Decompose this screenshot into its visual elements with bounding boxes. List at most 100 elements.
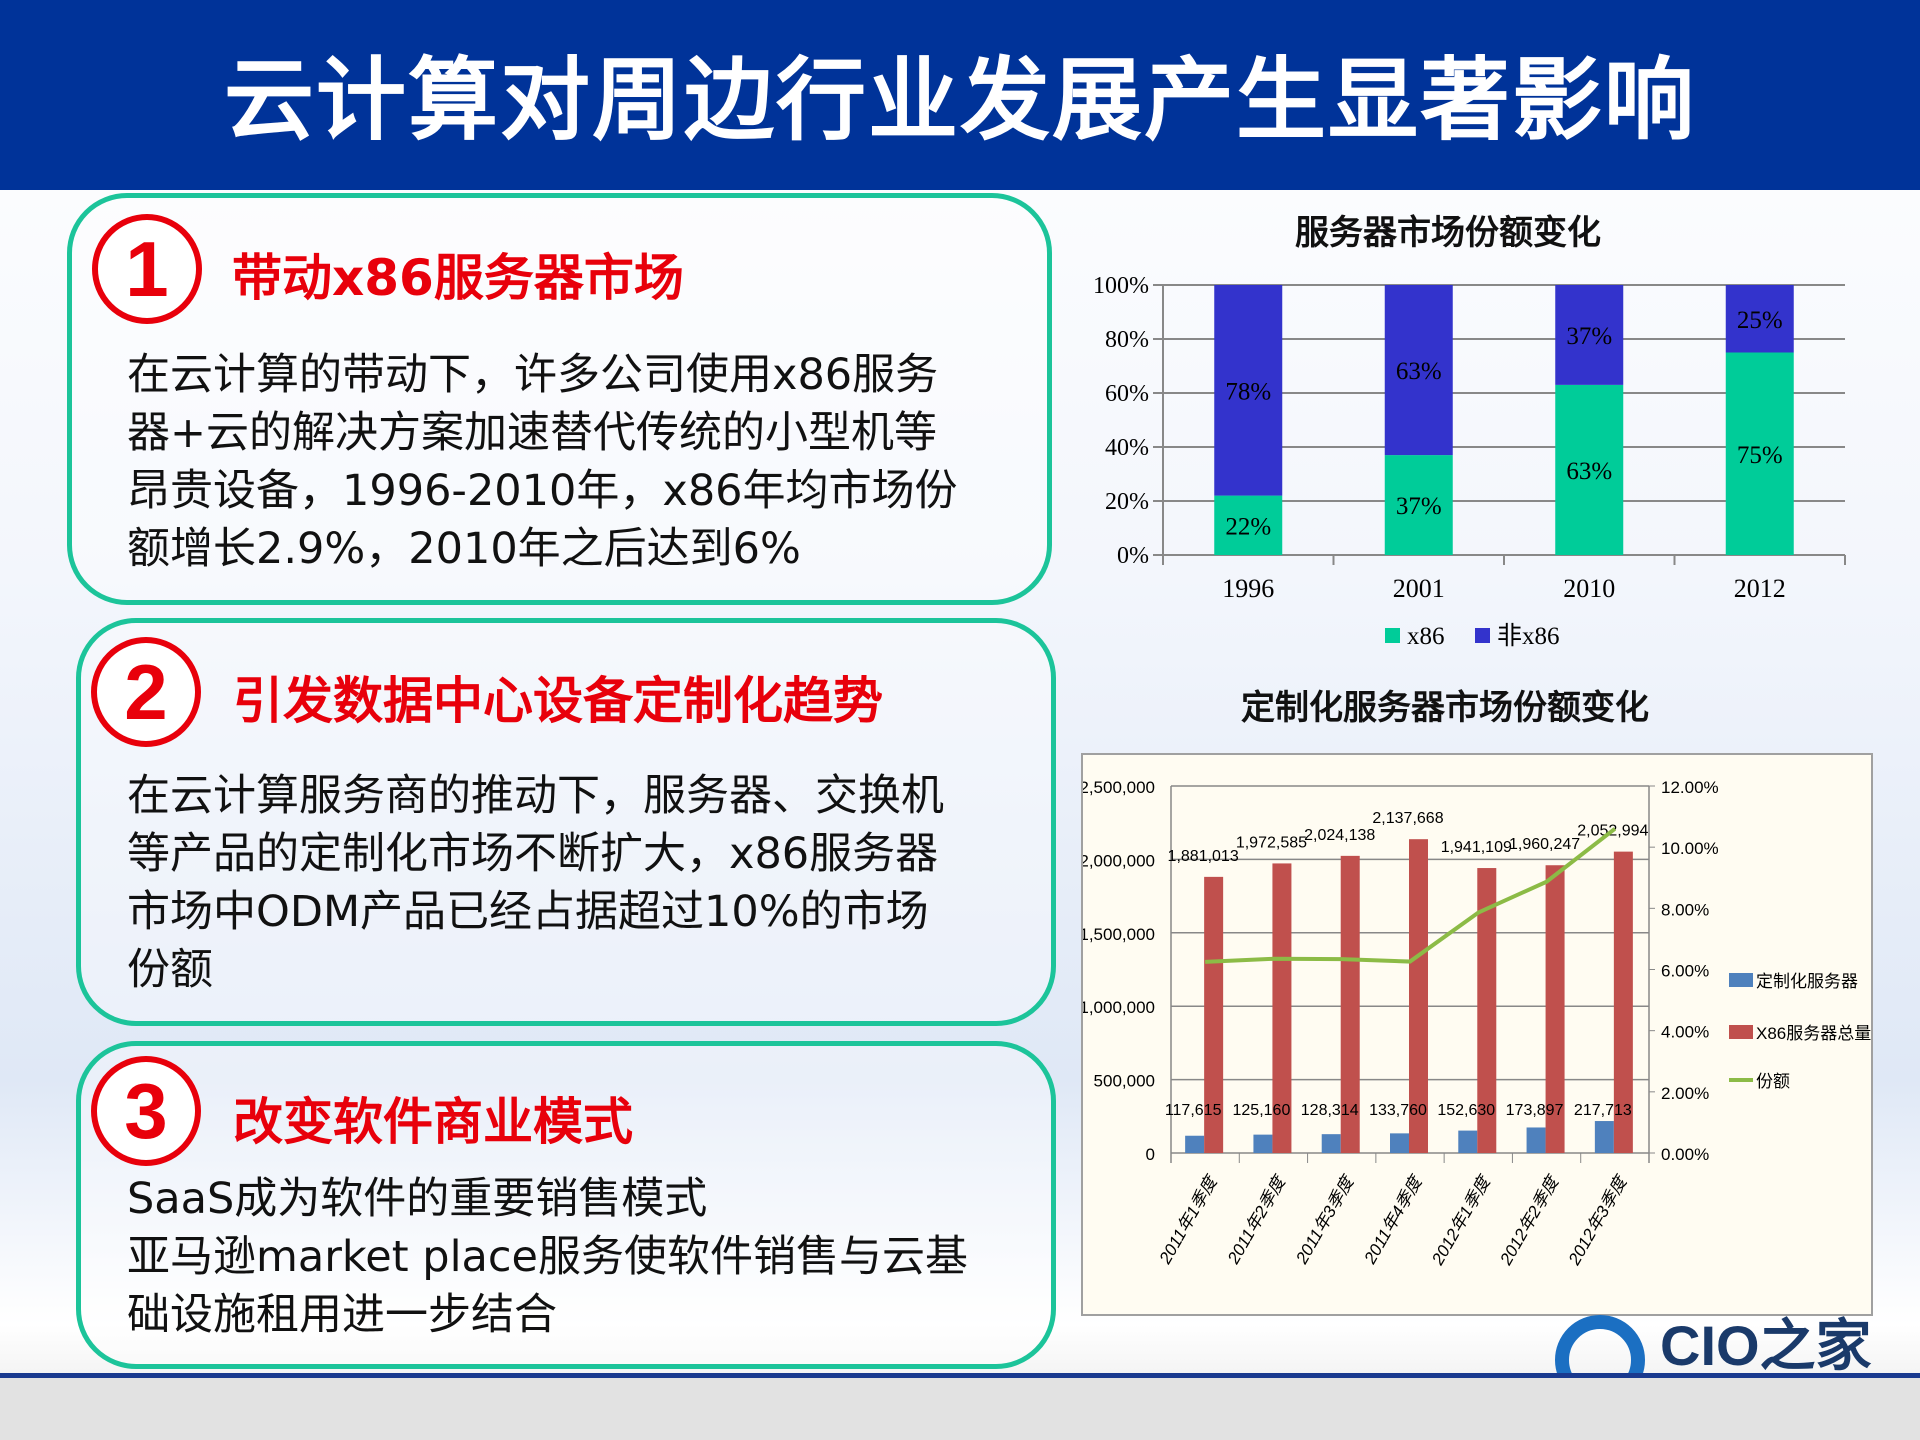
y-tick-label: 0% [1117, 543, 1149, 569]
bar-custom-server [1185, 1135, 1205, 1153]
bar-segment [1214, 285, 1283, 496]
legend-label: 定制化服务器 [1756, 972, 1858, 991]
logo: CIO之家 [1550, 1305, 1890, 1380]
data-label-custom: 125,160 [1233, 1102, 1291, 1119]
data-label: 37% [1396, 493, 1442, 520]
y-tick-label: 2,000,000 [1081, 851, 1155, 870]
x-tick-label: 2012 [1734, 574, 1786, 603]
y2-tick-label: 0.00% [1661, 1145, 1709, 1164]
body-line: 市场中ODM产品已经占据超过10%的市场 [127, 887, 929, 937]
y2-tick-label: 8.00% [1661, 900, 1709, 919]
bar-custom-server [1390, 1133, 1409, 1153]
logo-text: CIO之家 [1660, 1314, 1872, 1377]
legend-label: x86 [1407, 623, 1445, 650]
x-tick-label: 1996 [1222, 574, 1274, 603]
footer [0, 1378, 1920, 1440]
data-label-custom: 133,760 [1369, 1102, 1427, 1119]
bar-x86-total [1409, 839, 1428, 1153]
data-label: 22% [1225, 513, 1271, 540]
x-tick-label: 2012年3季度 [1564, 1171, 1632, 1269]
data-label-total: 1,972,585 [1236, 834, 1307, 851]
x-tick-label: 2010 [1563, 574, 1615, 603]
data-label-custom: 217,713 [1574, 1102, 1632, 1119]
y-tick-label: 80% [1105, 327, 1149, 353]
bar-custom-server [1594, 1121, 1614, 1153]
body-line: 在云计算服务商的推动下，服务器、交换机 [127, 771, 944, 821]
x-tick-label: 2011年4季度 [1360, 1171, 1427, 1268]
section-number-1: 1 [92, 214, 202, 324]
section-1-panel: 1 带动x86服务器市场 在云计算的带动下，许多公司使用x86服务 器+云的解决方… [67, 193, 1052, 605]
x-tick-label: 2011年3季度 [1292, 1171, 1359, 1268]
bar-segment [1725, 285, 1794, 353]
chart2-title: 定制化服务器市场份额变化 [1241, 688, 1649, 728]
y-tick-label: 100% [1093, 273, 1149, 299]
bar-segment [1214, 495, 1283, 555]
section-3-panel: 3 改变软件商业模式 SaaS成为软件的重要销售模式亚马逊market plac… [76, 1041, 1056, 1369]
bar-segment [1555, 285, 1624, 385]
x-tick-label: 2011年1季度 [1155, 1171, 1222, 1268]
body-line: 份额 [127, 945, 213, 995]
bar-custom-server [1458, 1130, 1478, 1153]
bar-segment [1555, 384, 1624, 555]
data-label-custom: 117,615 [1165, 1102, 1222, 1119]
y2-tick-label: 6.00% [1661, 962, 1709, 981]
section-body-1: 在云计算的带动下，许多公司使用x86服务 器+云的解决方案加速替代传统的小型机等昂… [127, 346, 1027, 578]
legend-label: 非x86 [1497, 622, 1560, 650]
section-number-2: 2 [91, 637, 201, 747]
line-share [1205, 827, 1617, 964]
section-number-3: 3 [91, 1056, 201, 1166]
body-line: 亚马逊market place服务使软件销售与云基 [127, 1232, 968, 1282]
legend-swatch [1385, 628, 1400, 643]
chart2-combo: 0 500,000 1,000,000 1,500,000 2,000,000 2,500… [1081, 753, 1873, 1316]
slide-title: 云计算对周边行业发展产生显著影响 [224, 48, 1696, 153]
y-tick-label: 2,500,000 [1081, 778, 1155, 797]
x-tick-label: 2001 [1393, 574, 1445, 603]
bar-custom-server [1321, 1134, 1341, 1153]
chart1-title: 服务器市场份额变化 [1295, 213, 1601, 253]
bar-x86-total [1340, 855, 1360, 1153]
body-line: 在云计算的带动下，许多公司使用x86服务 [127, 350, 939, 400]
section-body-2: 在云计算服务商的推动下，服务器、交换机 等产品的定制化市场不断扩大，x86服务器市… [127, 767, 1027, 999]
data-label: 75% [1737, 442, 1783, 469]
x-tick-label: 2011年2季度 [1223, 1171, 1290, 1268]
legend-label: 份额 [1756, 1072, 1790, 1091]
body-line: 础设施租用进一步结合 [127, 1290, 557, 1340]
y-tick-label: 1,000,000 [1081, 998, 1155, 1017]
body-line: 昂贵设备，1996-2010年，x86年均市场份 [127, 466, 958, 516]
data-label: 63% [1566, 458, 1612, 485]
legend-swatch [1729, 1025, 1753, 1039]
data-label-total: 1,881,013 [1168, 848, 1239, 865]
legend-swatch [1475, 628, 1490, 643]
bar-x86-total [1613, 851, 1633, 1153]
bar-x86-total [1204, 876, 1224, 1153]
y2-tick-label: 10.00% [1661, 839, 1719, 858]
bar-custom-server [1253, 1134, 1273, 1153]
y2-tick-label: 4.00% [1661, 1023, 1709, 1042]
bar-segment [1725, 352, 1794, 555]
body-line: 器+云的解决方案加速替代传统的小型机等 [127, 408, 938, 458]
chart1-stacked-bar: 0% 20% 40% 60% 80% 100% 22% 78% 1996 37% 63% 2001 63… [1093, 273, 1846, 650]
body-line: 额增长2.9%，2010年之后达到6% [127, 524, 801, 574]
y-tick-label: 1,500,000 [1081, 925, 1155, 944]
y2-tick-label: 12.00% [1661, 778, 1719, 797]
bar-segment [1384, 285, 1453, 456]
slide-header: 云计算对周边行业发展产生显著影响 [0, 0, 1920, 190]
data-label-custom: 173,897 [1506, 1102, 1564, 1119]
y-tick-label: 20% [1105, 489, 1149, 515]
data-label-total: 1,960,247 [1509, 836, 1580, 853]
section-body-3: SaaS成为软件的重要销售模式亚马逊market place服务使软件销售与云基… [127, 1170, 1027, 1344]
data-label-total: 2,137,668 [1372, 810, 1443, 827]
y2-tick-label: 2.00% [1661, 1084, 1709, 1103]
bar-x86-total [1545, 865, 1565, 1153]
section-heading-3: 改变软件商业模式 [233, 1093, 633, 1151]
body-line: SaaS成为软件的重要销售模式 [127, 1174, 708, 1224]
body-line: 等产品的定制化市场不断扩大，x86服务器 [127, 829, 939, 879]
data-label: 63% [1396, 358, 1442, 385]
y-tick-label: 0 [1146, 1145, 1155, 1164]
y-tick-label: 60% [1105, 381, 1149, 407]
data-label-total: 2,024,138 [1304, 827, 1375, 844]
bar-x86-total [1477, 868, 1497, 1153]
footer-line [0, 1373, 1920, 1378]
bar-segment [1384, 455, 1453, 555]
bar-custom-server [1526, 1127, 1546, 1153]
